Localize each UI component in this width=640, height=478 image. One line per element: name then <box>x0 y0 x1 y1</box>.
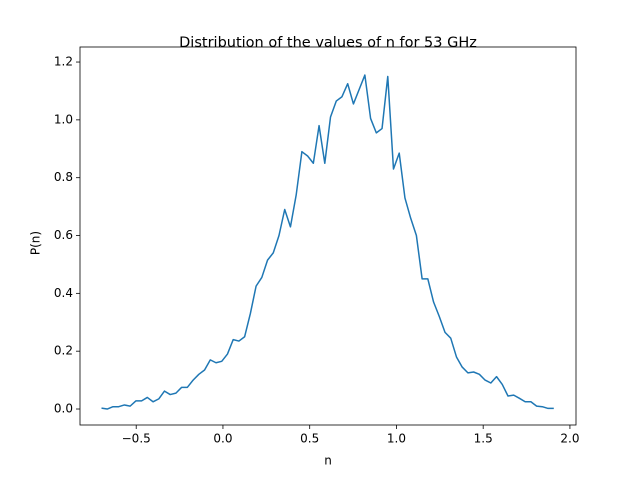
x-tick-label: 2.0 <box>560 432 579 446</box>
y-tick-label: 0.4 <box>54 286 73 300</box>
x-tick-label: 0.0 <box>213 432 232 446</box>
data-line <box>101 74 554 410</box>
x-axis-label: n <box>324 454 332 468</box>
y-tick-label: 0.2 <box>54 344 73 358</box>
y-tick-label: 0.0 <box>54 402 73 416</box>
y-tick-label: 0.6 <box>54 228 73 242</box>
y-tick-label: 1.2 <box>54 55 73 69</box>
x-tick-label: 1.0 <box>387 432 406 446</box>
plot-frame <box>79 46 577 426</box>
x-tick-label: 1.5 <box>474 432 493 446</box>
y-axis-label: P(n) <box>29 231 43 255</box>
y-tick-label: 1.0 <box>54 112 73 126</box>
x-tick-label: −0.5 <box>122 432 151 446</box>
y-tick-label: 0.8 <box>54 170 73 184</box>
x-tick-label: 0.5 <box>300 432 319 446</box>
chart-title: Distribution of the values of n for 53 G… <box>179 35 477 51</box>
